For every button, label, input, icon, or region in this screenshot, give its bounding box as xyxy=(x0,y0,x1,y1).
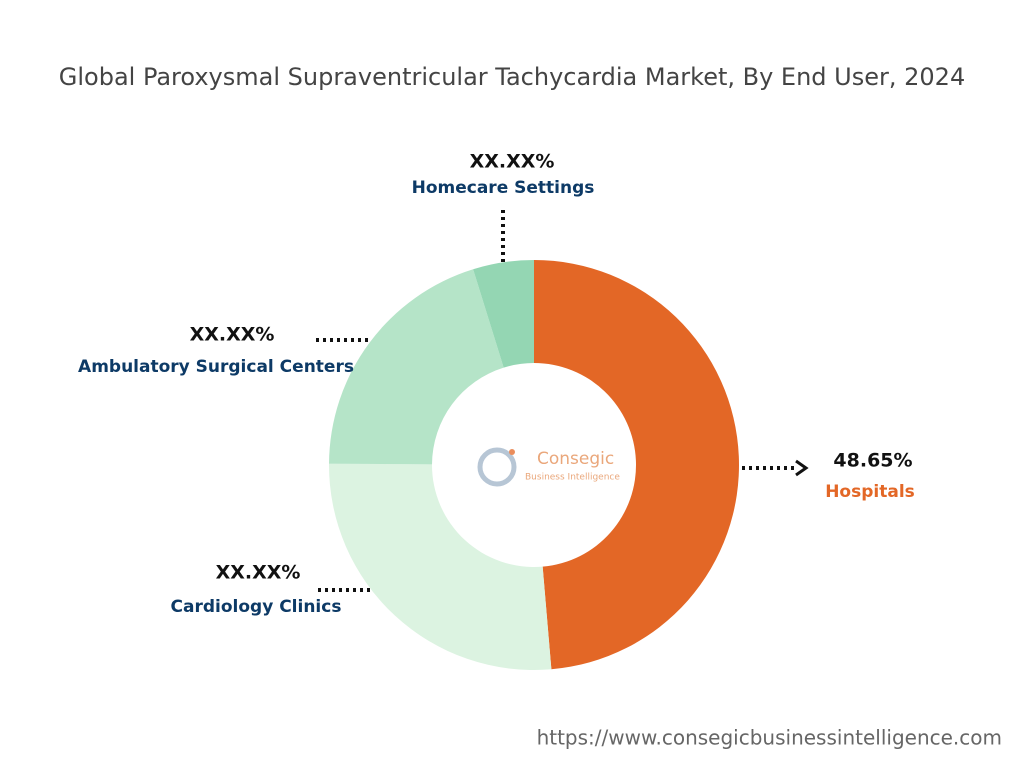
value-label: 48.65% xyxy=(833,450,912,472)
logo: Consegic Business Intelligence xyxy=(477,447,620,487)
donut-slice xyxy=(329,269,504,465)
logo-icon xyxy=(477,447,517,487)
category-label: Homecare Settings xyxy=(412,178,595,198)
category-label: Ambulatory Surgical Centers xyxy=(78,357,354,377)
category-label: Cardiology Clinics xyxy=(171,597,342,617)
arrow-head xyxy=(795,459,809,477)
value-label: XX.XX% xyxy=(470,151,555,173)
logo-tagline: Business Intelligence xyxy=(525,473,620,483)
source-url: https://www.consegicbusinessintelligence… xyxy=(537,726,1002,750)
value-label: XX.XX% xyxy=(190,324,275,346)
logo-name: Consegic xyxy=(537,449,614,469)
donut-slice xyxy=(534,260,739,670)
donut-slice xyxy=(328,463,552,670)
logo-dot xyxy=(509,449,515,455)
chart-title: Global Paroxysmal Supraventricular Tachy… xyxy=(59,63,965,91)
value-label: XX.XX% xyxy=(216,562,301,584)
leader-lines xyxy=(316,210,809,592)
donut-slice xyxy=(473,260,534,368)
donut xyxy=(328,260,739,670)
category-label: Hospitals xyxy=(825,482,915,502)
